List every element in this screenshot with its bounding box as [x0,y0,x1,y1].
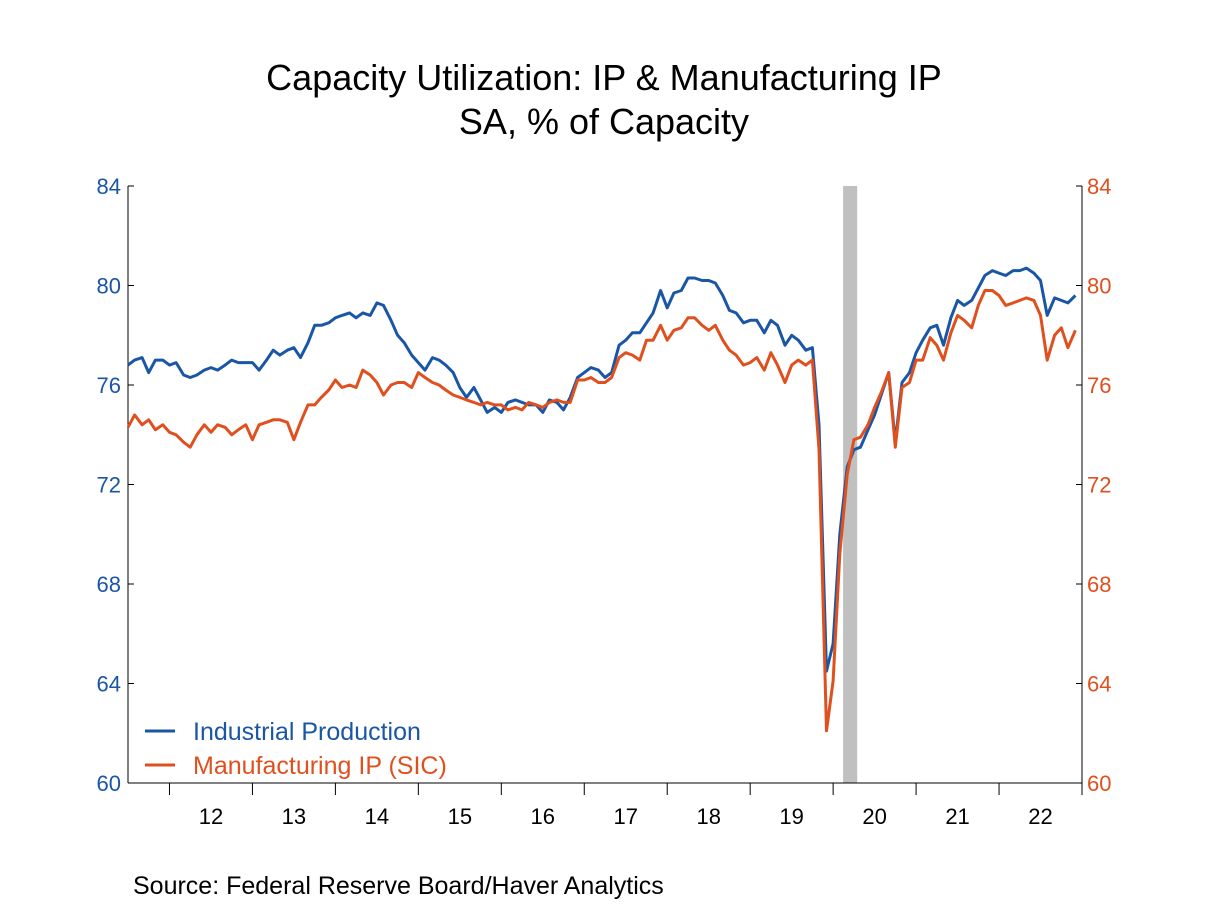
x-tick-label: 12 [199,804,223,829]
chart-title: Capacity Utilization: IP & Manufacturing… [266,57,942,98]
y-tick-label-right: 68 [1087,572,1111,597]
y-tick-label-left: 80 [97,274,121,299]
y-tick-label-right: 84 [1087,174,1111,199]
x-tick-label: 19 [779,804,803,829]
y-tick-label-left: 60 [97,771,121,796]
recession-layer [843,186,858,783]
series-line-manufacturing-ip [126,289,1077,733]
x-tick-label: 15 [448,804,472,829]
series-layer [126,266,1077,733]
x-tick-label: 21 [945,804,969,829]
y-tick-label-right: 80 [1087,274,1111,299]
y-tick-label-left: 64 [97,672,121,697]
recession-band [843,186,858,783]
y-tick-label-left: 76 [97,373,121,398]
x-tick-label: 17 [613,804,637,829]
x-tick-label: 18 [696,804,720,829]
y-tick-label-right: 64 [1087,672,1111,697]
y-tick-label-right: 60 [1087,771,1111,796]
x-tick-label: 22 [1028,804,1052,829]
y-tick-label-right: 72 [1087,473,1111,498]
x-tick-label: 20 [862,804,886,829]
x-tick-label: 16 [531,804,555,829]
legend-label: Industrial Production [193,718,421,746]
x-tick-label: 13 [282,804,306,829]
x-tick-label: 14 [365,804,389,829]
legend-label: Manufacturing IP (SIC) [193,752,447,780]
legend: Industrial Production Manufacturing IP (S… [145,718,447,780]
source-note: Source: Federal Reserve Board/Haver Anal… [133,872,664,900]
axes-layer: 60 64 68 72 76 80 84 60 64 68 72 76 80 84 12 13 14 15 16 17… [97,174,1112,829]
series-line-industrial-production [127,266,1077,673]
y-tick-label-right: 76 [1087,373,1111,398]
y-tick-label-left: 68 [97,572,121,597]
chart-subtitle: SA, % of Capacity [458,101,750,142]
y-tick-label-left: 84 [97,174,121,199]
y-tick-label-left: 72 [97,473,121,498]
